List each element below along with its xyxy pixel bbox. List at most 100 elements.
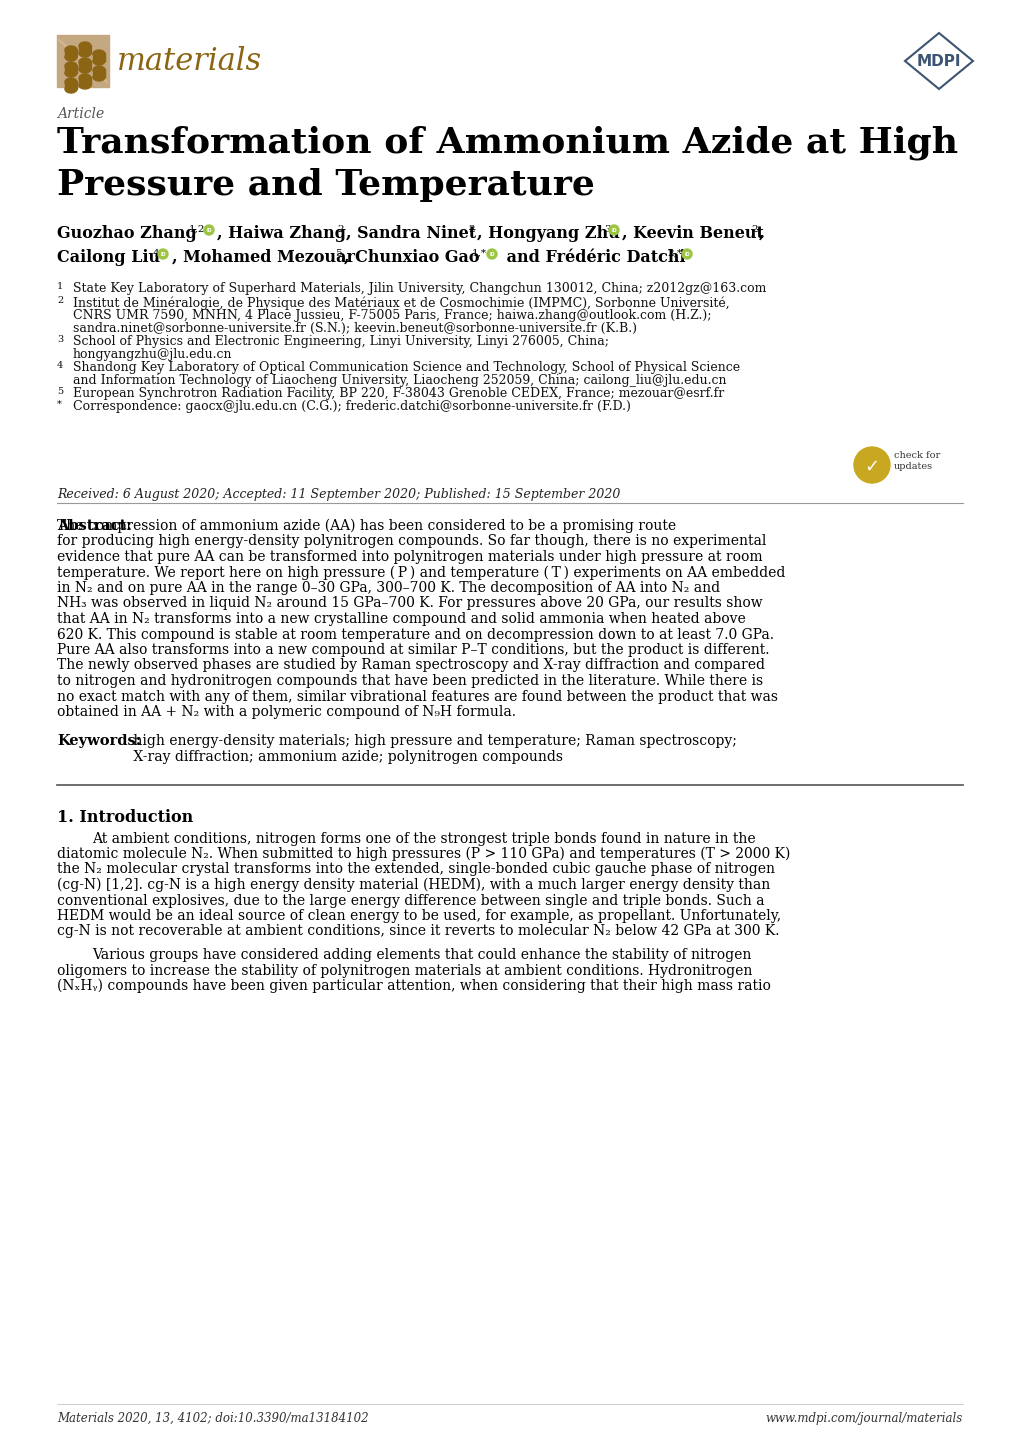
Text: 1: 1 [57,283,63,291]
Text: CNRS UMR 7590, MNHN, 4 Place Jussieu, F-75005 Paris, France; haiwa.zhang@outlook: CNRS UMR 7590, MNHN, 4 Place Jussieu, F-… [73,309,711,322]
Text: 2: 2 [750,225,757,234]
Text: Article: Article [57,107,104,121]
Text: high energy-density materials; high pressure and temperature; Raman spectroscopy: high energy-density materials; high pres… [128,734,736,748]
Text: At ambient conditions, nitrogen forms one of the strongest triple bonds found in: At ambient conditions, nitrogen forms on… [92,832,755,845]
Bar [78,76,91,85]
Text: 4: 4 [57,360,63,371]
Text: Pure AA also transforms into a new compound at similar P–T conditions, but the p: Pure AA also transforms into a new compo… [57,643,768,658]
Text: (cg-N) [1,2]. cg-N is a high energy density material (HEDM), with a much larger : (cg-N) [1,2]. cg-N is a high energy dens… [57,878,769,893]
Ellipse shape [65,85,76,92]
Text: iD: iD [684,251,689,257]
Text: sandra.ninet@sorbonne-universite.fr (S.N.); keevin.beneut@sorbonne-universite.fr: sandra.ninet@sorbonne-universite.fr (S.N… [73,322,637,335]
Text: Cailong Liu: Cailong Liu [57,249,160,265]
Text: no exact match with any of them, similar vibrational features are found between : no exact match with any of them, similar… [57,689,777,704]
Circle shape [608,225,619,235]
Text: 2,*: 2,* [666,249,682,258]
Text: hongyangzhu@jlu.edu.cn: hongyangzhu@jlu.edu.cn [73,348,232,360]
Ellipse shape [78,81,91,89]
Text: , Sandra Ninet: , Sandra Ninet [345,225,476,242]
Text: 1,2: 1,2 [189,225,205,234]
Ellipse shape [93,58,105,65]
Ellipse shape [93,74,105,81]
Polygon shape [904,33,972,89]
Circle shape [204,225,214,235]
Text: European Synchrotron Radiation Facility, BP 220, F-38043 Grenoble CEDEX, France;: European Synchrotron Radiation Facility,… [73,386,723,399]
Text: Abstract:: Abstract: [57,519,131,534]
Text: Shandong Key Laboratory of Optical Communication Science and Technology, School : Shandong Key Laboratory of Optical Commu… [73,360,740,373]
Text: to nitrogen and hydronitrogen compounds that have been predicted in the literatu: to nitrogen and hydronitrogen compounds … [57,673,762,688]
Text: 3: 3 [603,225,610,234]
Bar [65,49,76,58]
Text: diatomic molecule N₂. When submitted to high pressures (P > 110 GPa) and tempera: diatomic molecule N₂. When submitted to … [57,846,790,861]
Text: Materials 2020, 13, 4102; doi:10.3390/ma13184102: Materials 2020, 13, 4102; doi:10.3390/ma… [57,1412,368,1425]
Circle shape [486,249,496,260]
Text: oligomers to increase the stability of polynitrogen materials at ambient conditi: oligomers to increase the stability of p… [57,963,752,978]
Ellipse shape [93,50,105,58]
Text: and Information Technology of Liaocheng University, Liaocheng 252059, China; cai: and Information Technology of Liaocheng … [73,373,726,386]
Text: The newly observed phases are studied by Raman spectroscopy and X-ray diffractio: The newly observed phases are studied by… [57,659,764,672]
Text: 620 K. This compound is stable at room temperature and on decompression down to : 620 K. This compound is stable at room t… [57,627,773,642]
Text: obtained in AA + N₂ with a polymeric compound of N₉H formula.: obtained in AA + N₂ with a polymeric com… [57,705,516,720]
Circle shape [158,249,168,260]
Text: temperature. We report here on high pressure ( P ) and temperature ( T ) experim: temperature. We report here on high pres… [57,565,785,580]
Ellipse shape [78,49,91,58]
Text: Various groups have considered adding elements that could enhance the stability : Various groups have considered adding el… [92,947,751,962]
Ellipse shape [65,69,76,76]
Text: for producing high energy-density polynitrogen compounds. So far though, there i: for producing high energy-density polyni… [57,535,765,548]
Text: conventional explosives, due to the large energy difference between single and t: conventional explosives, due to the larg… [57,894,764,907]
Text: Correspondence: gaocx@jlu.edu.cn (C.G.); frederic.datchi@sorbonne-universite.fr : Correspondence: gaocx@jlu.edu.cn (C.G.);… [73,399,631,412]
Bar [65,81,76,89]
Text: the N₂ molecular crystal transforms into the extended, single-bonded cubic gauch: the N₂ molecular crystal transforms into… [57,862,774,877]
Text: MDPI: MDPI [916,53,960,69]
Ellipse shape [78,42,91,50]
Text: 4: 4 [153,249,159,258]
Text: , Hongyang Zhu: , Hongyang Zhu [477,225,620,242]
Ellipse shape [65,62,76,71]
Text: materials: materials [117,46,262,76]
Ellipse shape [65,53,76,61]
Text: iD: iD [610,228,616,232]
Text: Received: 6 August 2020; Accepted: 11 September 2020; Published: 15 September 20: Received: 6 August 2020; Accepted: 11 Se… [57,487,620,500]
Bar [78,61,91,69]
Ellipse shape [78,65,91,74]
Text: in N₂ and on pure AA in the range 0–30 GPa, 300–700 K. The decomposition of AA i: in N₂ and on pure AA in the range 0–30 G… [57,581,719,596]
Text: 2: 2 [336,225,343,234]
Text: 3: 3 [57,335,63,345]
Text: Institut de Minéralogie, de Physique des Matériaux et de Cosmochimie (IMPMC), So: Institut de Minéralogie, de Physique des… [73,296,729,310]
Circle shape [682,249,691,260]
Text: iD: iD [206,228,212,232]
Ellipse shape [65,46,76,53]
Text: (NₓHᵧ) compounds have been given particular attention, when considering that the: (NₓHᵧ) compounds have been given particu… [57,979,770,994]
Text: , Mohamed Mezouar: , Mohamed Mezouar [172,249,355,265]
Ellipse shape [93,66,105,74]
Text: and Frédéric Datchi: and Frédéric Datchi [500,249,685,265]
Text: Transformation of Ammonium Azide at High: Transformation of Ammonium Azide at High [57,125,957,160]
Text: 5: 5 [334,249,341,258]
Text: X-ray diffraction; ammonium azide; polynitrogen compounds: X-ray diffraction; ammonium azide; polyn… [128,750,562,764]
Bar [93,69,105,76]
Text: HEDM would be an ideal source of clean energy to be used, for example, as propel: HEDM would be an ideal source of clean e… [57,908,781,923]
Text: evidence that pure AA can be transformed into polynitrogen materials under high : evidence that pure AA can be transformed… [57,549,762,564]
Text: 2: 2 [57,296,63,306]
Text: ✓: ✓ [863,459,878,476]
Text: , Keevin Beneut: , Keevin Beneut [622,225,763,242]
Text: Pressure and Temperature: Pressure and Temperature [57,169,594,202]
Text: , Chunxiao Gao: , Chunxiao Gao [343,249,479,265]
Text: check for
updates: check for updates [893,450,940,472]
Text: that AA in N₂ transforms into a new crystalline compound and solid ammonia when : that AA in N₂ transforms into a new crys… [57,611,745,626]
Text: 2: 2 [468,225,474,234]
Ellipse shape [65,78,76,87]
Text: NH₃ was observed in liquid N₂ around 15 GPa–700 K. For pressures above 20 GPa, o: NH₃ was observed in liquid N₂ around 15 … [57,597,762,610]
Bar [65,65,76,74]
Text: School of Physics and Electronic Engineering, Linyi University, Linyi 276005, Ch: School of Physics and Electronic Enginee… [73,335,608,348]
Text: Guozhao Zhang: Guozhao Zhang [57,225,197,242]
Ellipse shape [78,58,91,66]
Text: 5: 5 [57,386,63,397]
Text: ,: , [758,225,764,242]
Text: State Key Laboratory of Superhard Materials, Jilin University, Changchun 130012,: State Key Laboratory of Superhard Materi… [73,283,765,296]
Circle shape [853,447,890,483]
Text: Keywords:: Keywords: [57,734,141,748]
Text: iD: iD [489,251,494,257]
Text: , Haiwa Zhang: , Haiwa Zhang [217,225,345,242]
Text: cg-N is not recoverable at ambient conditions, since it reverts to molecular N₂ : cg-N is not recoverable at ambient condi… [57,924,779,939]
